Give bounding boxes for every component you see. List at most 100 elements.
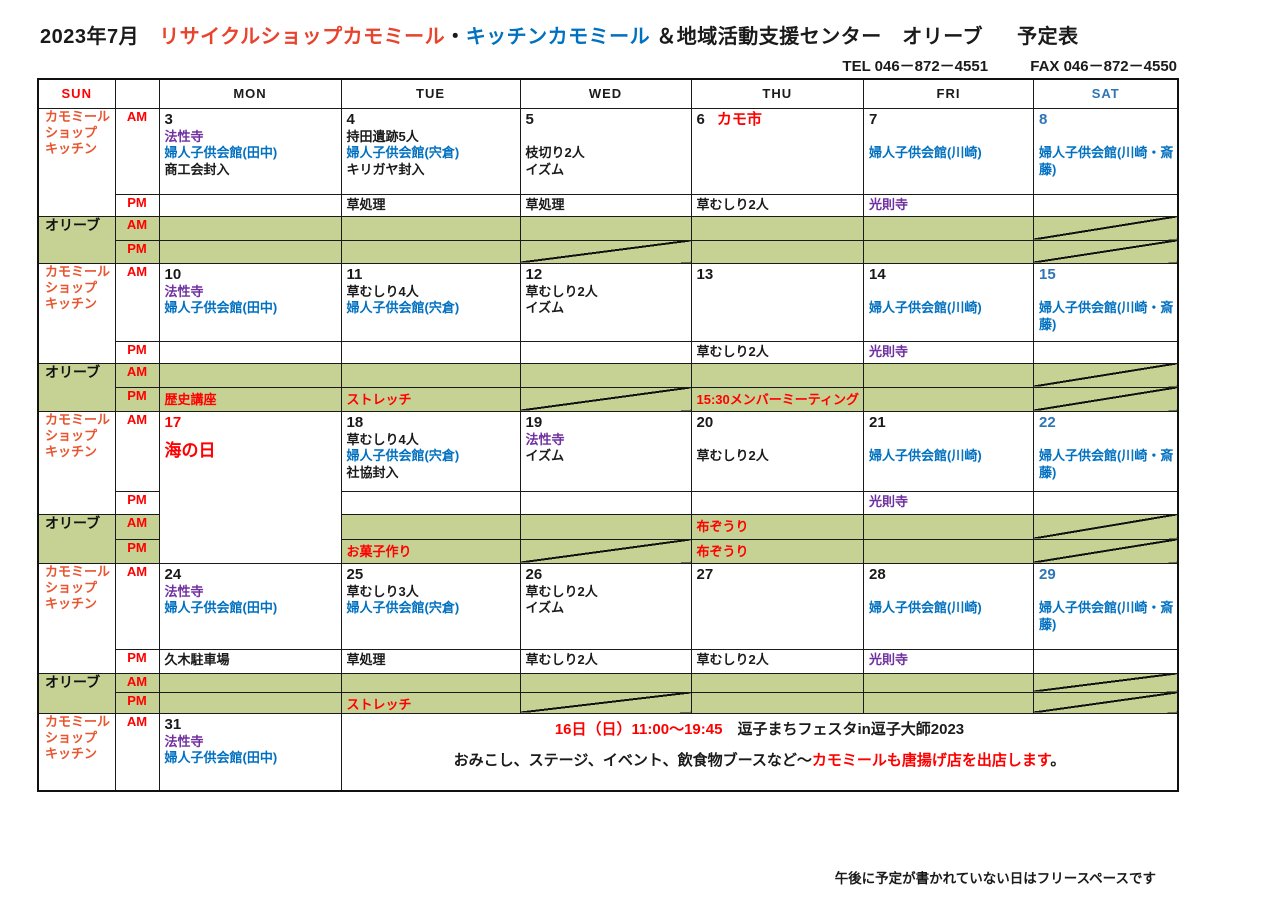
kamomiru-label: カモミール ショップ キッチン xyxy=(37,562,116,674)
week-3-olive-am-row: オリーブ AM 布ぞうり xyxy=(37,513,1179,564)
olive-cell-wed-crossed xyxy=(519,386,692,412)
olive-pm-label: PM xyxy=(114,386,160,412)
kamomiru-label: カモミール ショップ キッチン xyxy=(37,410,116,515)
entry-line: 法性寺 xyxy=(164,283,204,299)
day-cell-11-pm xyxy=(340,340,521,364)
weekday-header-blank xyxy=(114,78,160,109)
am-label: AM xyxy=(114,262,160,342)
kamomiru-label: カモミール ショップ キッチン xyxy=(37,712,116,792)
day-cell-19-pm xyxy=(519,490,692,515)
day-number: 8 xyxy=(1039,110,1174,129)
day-number: 6 カモ市 xyxy=(697,110,859,129)
day-cell-15-am: 15 婦人子供会館(川崎・斎藤) xyxy=(1032,262,1179,342)
day-note: カモ市 xyxy=(716,110,762,128)
day-number: 7 xyxy=(869,110,1029,129)
festival-icons-row xyxy=(372,714,1148,788)
week-2-pm-row: PM 草むしり2人 光則寺 xyxy=(38,340,1179,364)
olive-cell-fri xyxy=(862,691,1034,714)
contact-line: TEL 046－872－4551 FAX 046－872－4550 xyxy=(842,55,1177,76)
entry-line xyxy=(1039,129,1174,146)
entry-line: 婦人子供会館(田中) xyxy=(164,750,278,765)
day-cell-25-pm: 草処理 xyxy=(340,648,521,674)
day-cell-14-pm: 光則寺 xyxy=(862,340,1034,364)
day-number-value: 13 xyxy=(696,265,714,283)
entry-line: イズム xyxy=(525,300,565,315)
weekday-header-row: SUN MON TUE WED THU FRI SAT xyxy=(37,78,1179,109)
olive-cell-thu xyxy=(690,362,864,388)
entry-line: 法性寺 xyxy=(164,583,204,599)
entry-line: 草むしり2人 xyxy=(525,283,598,299)
day-number: 20 xyxy=(697,413,859,432)
day-number-value: 6 xyxy=(696,110,705,128)
day-cell-28-pm: 光則寺 xyxy=(862,648,1034,674)
entry-line: イズム xyxy=(525,161,565,177)
entry-line xyxy=(1039,432,1174,449)
kamomiru-label: カモミール ショップ キッチン xyxy=(37,107,116,217)
day-number-value: 3 xyxy=(164,110,173,128)
olive-cell-wed-crossed xyxy=(519,538,692,564)
day-cell-5-pm: 草処理 xyxy=(519,193,692,217)
kamomiru-label-line: ショップ xyxy=(45,279,98,295)
olive-cell-sat-crossed xyxy=(1032,513,1179,540)
entry-line: 草処理 xyxy=(346,651,386,667)
day-number: 17 xyxy=(165,413,337,432)
day-number-value: 20 xyxy=(696,413,714,431)
day-number: 28 xyxy=(869,565,1029,584)
title-shop1: リサイクルショップカモミール xyxy=(159,26,446,48)
day-number: 18 xyxy=(347,413,516,432)
entry-line: 婦人子供会館(宍倉) xyxy=(346,448,460,463)
entry-line: 婦人子供会館(川崎・斎藤) xyxy=(1038,448,1174,480)
entry-line: 久木駐車場 xyxy=(164,651,230,667)
entry-line: 枝切り2人 xyxy=(525,145,585,160)
entry-line: 光則寺 xyxy=(868,651,908,667)
olive-cell-sat-crossed xyxy=(1032,691,1179,714)
olive-cell-wed xyxy=(519,215,692,241)
day-number: 31 xyxy=(165,715,337,734)
day-number: 11 xyxy=(347,265,516,284)
am-label: AM xyxy=(114,410,160,492)
weekday-header-FRI: FRI xyxy=(862,78,1034,109)
day-number-value: 29 xyxy=(1038,565,1056,583)
olive-cell-wed-crossed xyxy=(519,239,692,264)
entry-line: 草むしり4人 xyxy=(346,283,419,299)
week-4-am-row: カモミール ショップ キッチン AM 24 法性寺 婦人子供会館(田中) 25 草むしり3人 婦人… xyxy=(37,562,1179,674)
olive-cell-wed xyxy=(519,513,692,540)
am-label: AM xyxy=(114,562,160,650)
kamomiru-label-line: カモミール xyxy=(45,263,111,279)
olive-cell-wed-crossed xyxy=(519,691,692,714)
festival-detail-end: 。 xyxy=(1050,751,1066,769)
entry-line: 持田遺跡5人 xyxy=(346,128,419,144)
day-cell-8-pm xyxy=(1032,193,1179,217)
day-cell-29-am: 29 婦人子供会館(川崎・斎藤) xyxy=(1032,562,1179,650)
day-number-value: 15 xyxy=(1038,265,1056,283)
week-3-am-row: カモミール ショップ キッチン AM 17 海の日 18 草むしり4人 婦人子供会館(宍倉) 社協… xyxy=(37,410,1179,564)
am-label: AM xyxy=(114,712,160,792)
week-1-olive-pm-row: PM xyxy=(38,239,1179,264)
entry-line: 草むしり4人 xyxy=(346,431,419,447)
day-cell-28-am: 28 婦人子供会館(川崎) xyxy=(862,562,1034,650)
day-number: 10 xyxy=(165,265,337,284)
title-date: 2023年7月 xyxy=(40,26,140,48)
olive-cell-sat-crossed xyxy=(1032,239,1179,264)
day-number-value: 25 xyxy=(346,565,364,583)
entry-line: 婦人子供会館(川崎) xyxy=(868,600,982,615)
day-cell-7-am: 7 婦人子供会館(川崎) xyxy=(862,107,1034,195)
kamomiru-label-line: カモミール xyxy=(45,713,111,729)
pm-label: PM xyxy=(114,490,160,515)
week-1-am-row: カモミール ショップ キッチン AM 3 法性寺 婦人子供会館(田中) 商工会封入 4 持田遺跡5… xyxy=(37,107,1179,217)
entry-line: 婦人子供会館(川崎) xyxy=(868,448,982,463)
entry-line: 婦人子供会館(川崎) xyxy=(868,300,982,315)
entry-line: 婦人子供会館(宍倉) xyxy=(346,145,460,160)
olive-cell-sat-crossed xyxy=(1032,362,1179,388)
day-cell-5-am: 5 枝切り2人 イズム xyxy=(519,107,692,195)
entry-line xyxy=(869,284,1029,301)
day-number: 29 xyxy=(1039,565,1174,584)
olive-cell-fri xyxy=(862,672,1034,693)
day-cell-19-am: 19 法性寺 イズム xyxy=(519,410,692,492)
kamomiru-label-line: キッチン xyxy=(45,443,98,459)
olive-cell-fri xyxy=(862,386,1034,412)
olive-cell-fri xyxy=(862,362,1034,388)
olive-cell-thu xyxy=(690,672,864,693)
schedule-table: SUN MON TUE WED THU FRI SAT カモミール ショップ キッチン AM 3 法性… xyxy=(37,78,1180,792)
weekday-header-THU: THU xyxy=(690,78,864,109)
